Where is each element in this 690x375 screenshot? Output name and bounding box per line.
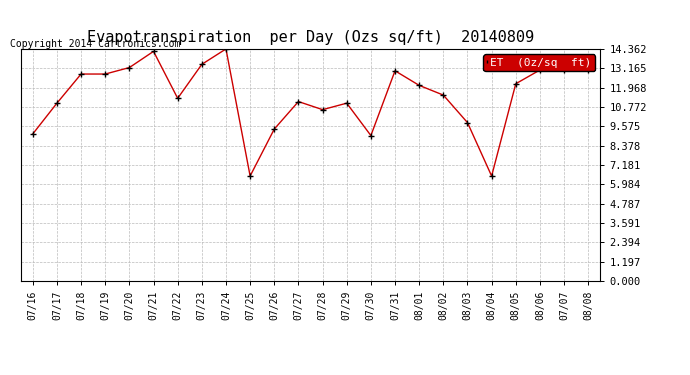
Title: Evapotranspiration  per Day (Ozs sq/ft)  20140809: Evapotranspiration per Day (Ozs sq/ft) 2…	[87, 30, 534, 45]
Text: Copyright 2014 Cartronics.com: Copyright 2014 Cartronics.com	[10, 39, 181, 50]
Legend: ET  (0z/sq  ft): ET (0z/sq ft)	[484, 54, 595, 71]
